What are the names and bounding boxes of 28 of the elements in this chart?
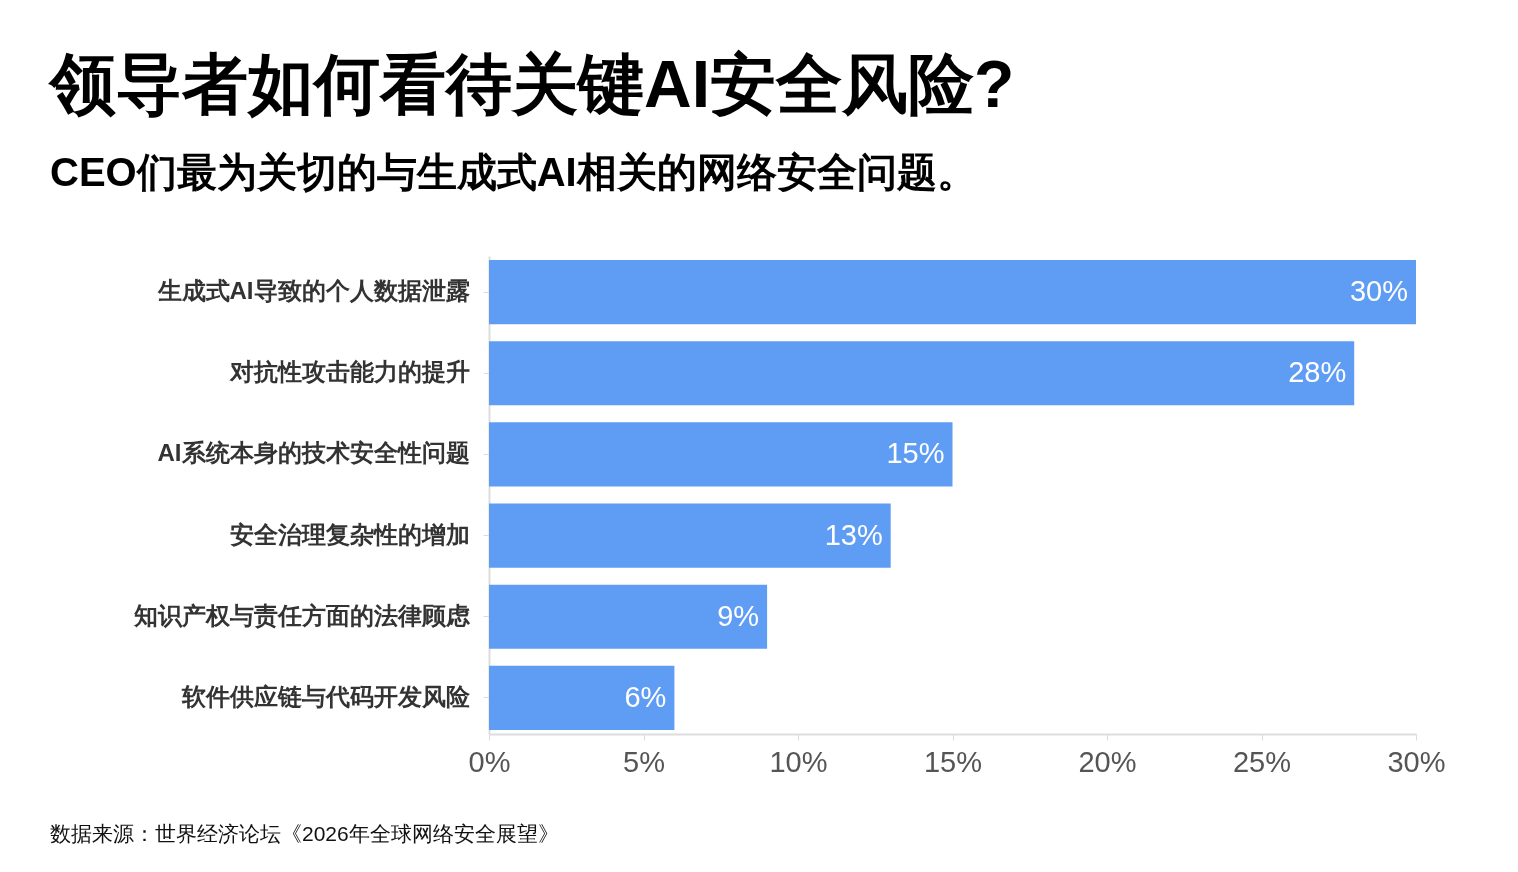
data-label: 13% bbox=[824, 518, 883, 551]
bar bbox=[489, 503, 891, 568]
bar bbox=[489, 584, 768, 649]
data-label: 28% bbox=[1288, 356, 1347, 389]
bar bbox=[489, 665, 675, 730]
data-label: 6% bbox=[624, 680, 667, 713]
bar bbox=[489, 341, 1355, 406]
x-tick-label: 5% bbox=[623, 745, 665, 778]
y-tick-label: 知识产权与责任方面的法律顾虑 bbox=[132, 601, 471, 629]
y-tick-label: 软件供应链与代码开发风险 bbox=[180, 682, 471, 710]
y-tick-label: 安全治理复杂性的增加 bbox=[229, 520, 470, 548]
data-label: 15% bbox=[886, 437, 945, 470]
data-label: 30% bbox=[1349, 275, 1408, 308]
chart-subtitle: CEO们最为关切的与生成式AI相关的网络安全问题。 bbox=[50, 149, 977, 196]
x-tick-label: 15% bbox=[923, 745, 983, 778]
x-tick-label: 25% bbox=[1232, 745, 1292, 778]
x-tick-label: 0% bbox=[468, 745, 511, 778]
y-tick-label: 对抗性攻击能力的提升 bbox=[228, 358, 470, 386]
bar bbox=[489, 422, 953, 487]
bar bbox=[489, 260, 1416, 325]
data-label: 9% bbox=[717, 599, 760, 632]
x-tick-label: 10% bbox=[769, 745, 828, 778]
y-tick-label: 生成式AI导致的个人数据泄露 bbox=[156, 277, 470, 305]
source-note: 数据来源：世界经济论坛《2026年全球网络安全展望》 bbox=[50, 821, 559, 847]
y-tick-label: AI系统本身的技术安全性问题 bbox=[157, 439, 470, 467]
x-tick-label: 30% bbox=[1387, 745, 1446, 778]
chart-title: 领导者如何看待关键AI安全风险? bbox=[50, 46, 1015, 123]
x-tick-label: 20% bbox=[1078, 745, 1137, 778]
